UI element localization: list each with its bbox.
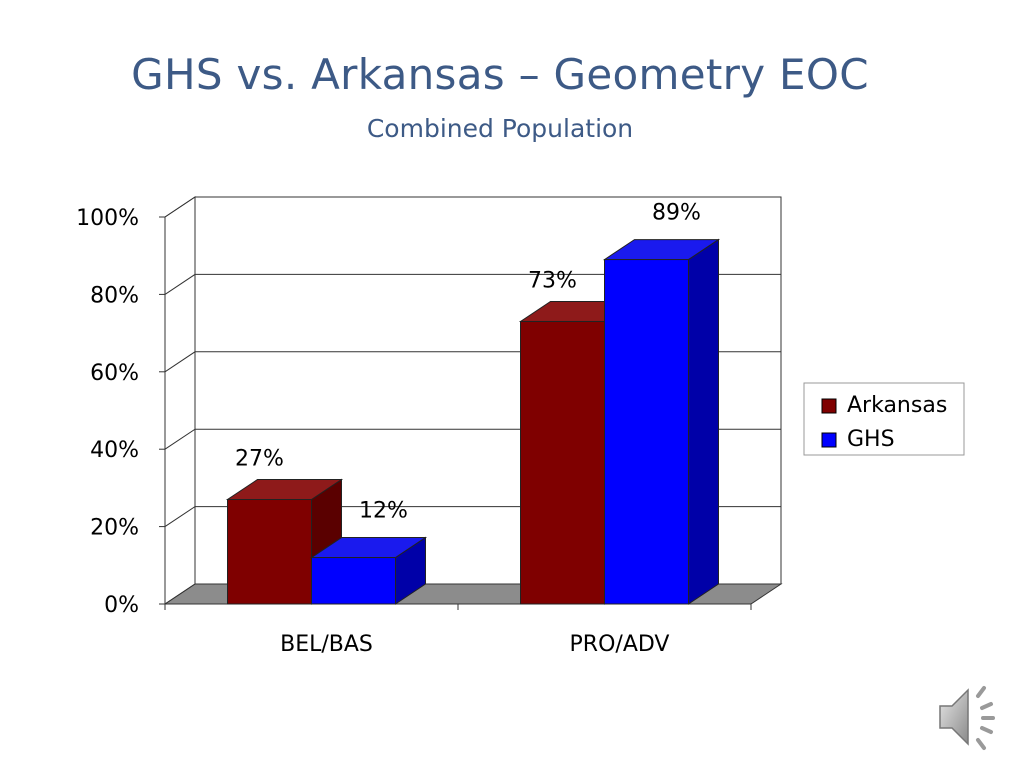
slide-title: GHS vs. Arkansas – Geometry EOC (131, 50, 869, 99)
gridline (164, 196, 781, 218)
y-tick-label: 0% (104, 593, 139, 618)
x-tick-label: BEL/BAS (280, 632, 373, 657)
y-tick-label: 80% (90, 283, 139, 308)
y-tick-label: 20% (90, 516, 139, 541)
chart-side-wall (164, 196, 196, 605)
bar-front (604, 259, 689, 605)
bars (225, 238, 721, 605)
y-axis-ticks: 0% 20% 40% 60% 80% 100% (76, 206, 165, 618)
y-tick-label: 40% (90, 438, 139, 463)
data-label: 73% (528, 268, 577, 293)
legend-label-arkansas: Arkansas (847, 393, 947, 418)
y-tick-label: 100% (76, 206, 139, 231)
slide-subtitle: Combined Population (366, 114, 634, 143)
data-labels: 27% 12% 73% 89% (235, 201, 701, 524)
data-label: 27% (235, 447, 284, 472)
gridline (164, 273, 781, 295)
speaker-icon[interactable] (932, 682, 1008, 752)
legend-label-ghs: GHS (847, 427, 895, 452)
y-tick-label: 60% (90, 361, 139, 386)
bar-ghs-2 (602, 238, 721, 605)
bar-side (688, 238, 719, 605)
x-axis-ticks: BEL/BAS PRO/ADV (164, 604, 752, 657)
legend-swatch-ghs (821, 432, 837, 448)
bar-front (520, 320, 605, 605)
data-label: 12% (359, 499, 408, 524)
legend: Arkansas GHS (803, 382, 965, 456)
x-tick-label: PRO/ADV (570, 632, 670, 657)
bar-front (227, 499, 312, 605)
bar-ghs-1 (309, 536, 428, 605)
data-label: 89% (652, 201, 701, 226)
legend-swatch-arkansas (821, 398, 837, 414)
bar-front (311, 557, 396, 605)
